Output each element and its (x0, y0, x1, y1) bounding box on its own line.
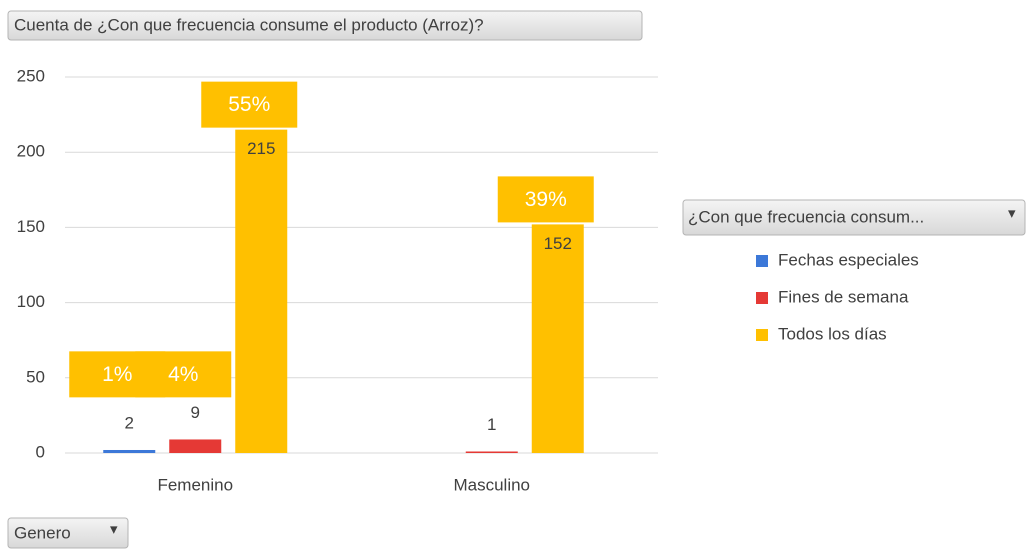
percent-label: 39% (525, 188, 567, 211)
filter-icon: ▾ (110, 521, 118, 538)
legend-swatch (756, 292, 768, 304)
x-tick-label: Femenino (157, 475, 233, 494)
y-tick-label: 200 (17, 142, 45, 161)
legend-label: Fechas especiales (778, 250, 919, 269)
legend-title: ¿Con que frecuencia consum... (688, 207, 924, 226)
y-tick-label: 150 (17, 217, 45, 236)
x-tick-label: Masculino (453, 475, 530, 494)
percent-label: 1% (102, 363, 132, 386)
percent-label: 4% (168, 363, 198, 386)
bar (465, 451, 518, 453)
percent-label-box (201, 81, 298, 128)
data-label: 152 (544, 234, 572, 253)
title-button[interactable] (7, 10, 643, 41)
data-label: 9 (191, 403, 200, 422)
y-tick-label: 250 (17, 66, 45, 85)
chart-title: Cuenta de ¿Con que frecuencia consume el… (14, 15, 484, 34)
legend-swatch (756, 329, 768, 341)
data-label: 1 (487, 415, 496, 434)
bar (169, 439, 222, 453)
y-tick-label: 50 (26, 367, 45, 386)
legend-swatch (756, 255, 768, 267)
filter-icon: ▾ (1008, 205, 1016, 222)
y-tick-label: 100 (17, 292, 45, 311)
legend-label: Fines de semana (778, 287, 909, 306)
axis-button-label: Genero (14, 523, 71, 542)
legend-filter-button[interactable] (682, 199, 1026, 236)
percent-label-box (135, 351, 232, 398)
bar (103, 449, 156, 453)
axis-filter-button[interactable] (7, 517, 129, 549)
data-label: 2 (125, 413, 134, 432)
y-tick-label: 0 (36, 442, 45, 461)
bar (235, 129, 288, 453)
bar (531, 224, 584, 453)
data-label: 215 (247, 139, 275, 158)
percent-label: 55% (228, 93, 270, 116)
legend-label: Todos los días (778, 324, 887, 343)
percent-label-box (497, 176, 594, 223)
